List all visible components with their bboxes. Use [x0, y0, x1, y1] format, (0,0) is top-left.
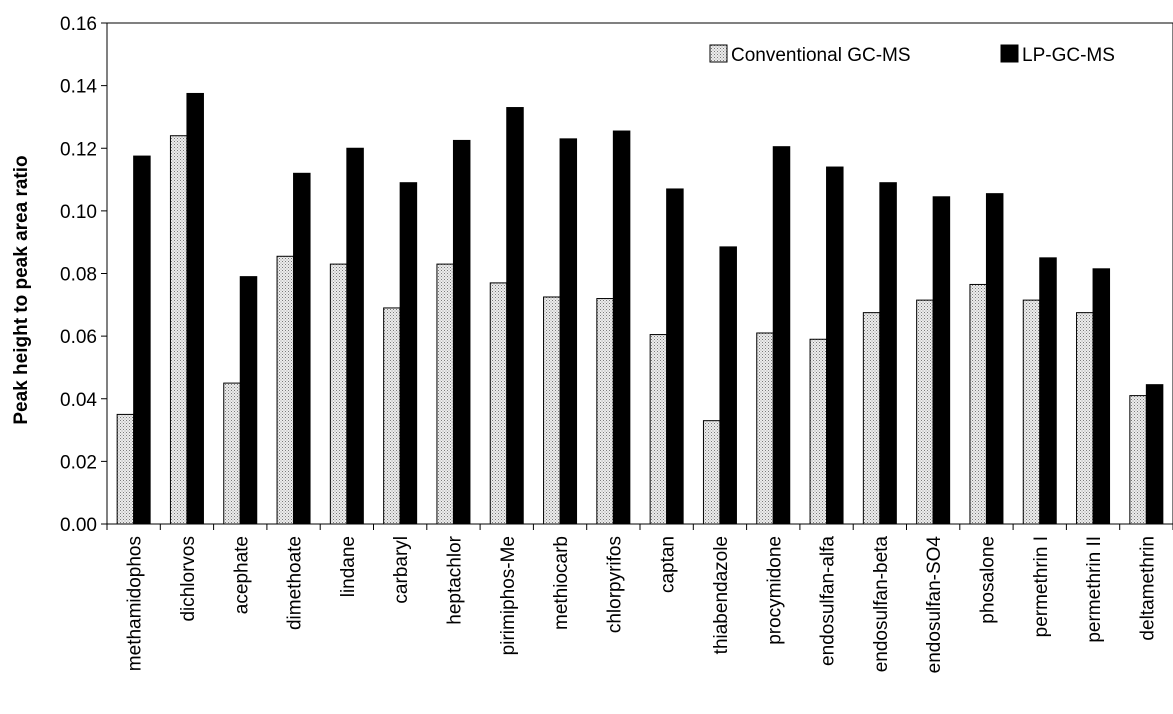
bar-lp [1145, 384, 1164, 525]
x-tick-label: permethrin II [1084, 536, 1105, 643]
bar-conventional [596, 298, 614, 525]
bar-conventional [862, 312, 881, 525]
bar-conventional [223, 382, 241, 525]
bar-conventional [1076, 312, 1094, 525]
legend-label-conventional: Conventional GC-MS [731, 45, 911, 66]
bar-conventional [1129, 395, 1147, 525]
x-tick-label: endosulfan-SO4 [924, 536, 945, 674]
bar-lp [666, 188, 684, 525]
y-tick-label: 0.10 [60, 202, 97, 223]
y-tick-label: 0.06 [60, 327, 97, 348]
plot-area-border [106, 22, 1173, 525]
bar-lp [346, 147, 364, 525]
bar-conventional [169, 135, 188, 525]
bar-lp [772, 146, 791, 525]
y-tick-label: 0.04 [60, 390, 97, 411]
bar-conventional [1022, 299, 1041, 525]
bar-lp [612, 130, 631, 525]
bar-conventional [702, 420, 721, 525]
x-tick-label: carbaryl [391, 536, 412, 604]
x-tick-label: heptachlor [444, 535, 465, 624]
x-tick-label: endosulfan-beta [871, 536, 892, 673]
y-axis-label: Peak height to peak area ratio [11, 155, 32, 424]
bar-lp [559, 138, 578, 525]
bar-conventional [276, 255, 295, 525]
x-tick-label: methamidophos [125, 536, 146, 671]
x-tick-label: thiabendazole [711, 536, 732, 654]
bar-conventional [329, 263, 348, 525]
y-tick-label: 0.02 [60, 452, 97, 473]
bar-conventional [436, 263, 454, 525]
x-tick-label: permethrin I [1031, 536, 1052, 637]
bars [116, 92, 1164, 525]
bar-lp [1039, 257, 1057, 525]
bar-lp [985, 193, 1004, 525]
y-tick-label: 0.14 [60, 77, 97, 98]
bar-lp [186, 92, 204, 525]
x-tick-label: dichlorvos [178, 536, 199, 622]
bar-conventional [116, 413, 135, 525]
legend-swatch-conventional [709, 44, 728, 63]
bar-conventional [489, 282, 508, 525]
y-tick-label: 0.08 [60, 265, 97, 286]
bar-conventional [809, 338, 828, 525]
x-tick-label: endosulfan-alfa [818, 536, 839, 666]
y-tick-label: 0.16 [60, 14, 97, 35]
x-tick-label: lindane [338, 536, 359, 597]
x-tick-label: chlorpyrifos [604, 536, 625, 633]
x-tick-label: deltamethrin [1137, 536, 1158, 641]
bar-lp [133, 155, 151, 525]
x-tick-label: methiocarb [551, 536, 572, 630]
x-tick-label: acephate [231, 536, 252, 614]
x-tick-label: pirimiphos-Me [498, 536, 519, 655]
bar-conventional [916, 299, 934, 525]
x-tick-label: phosalone [977, 536, 998, 624]
bar-conventional [756, 332, 774, 525]
bar-lp [826, 166, 844, 525]
bar-lp [506, 107, 524, 525]
bar-lp [1092, 268, 1111, 525]
bar-lp [452, 139, 471, 525]
bar-lp [293, 172, 311, 525]
y-tick-label: 0.00 [60, 515, 97, 536]
bar-lp [239, 276, 258, 525]
legend: Conventional GC-MS LP-GC-MS [709, 44, 1115, 66]
y-axis-ticks: 0.00 0.02 0.04 0.06 0.08 0.10 0.12 0.14 0.16 [60, 14, 107, 536]
bar-conventional [543, 296, 561, 525]
bar-conventional [969, 283, 987, 525]
legend-label-lp: LP-GC-MS [1022, 45, 1115, 66]
bar-lp [399, 182, 418, 525]
bar-conventional [383, 307, 401, 525]
y-tick-label: 0.12 [60, 139, 97, 160]
x-axis-labels: methamidophos dichlorvos acephate dimethoat… [106, 524, 1173, 674]
legend-swatch-lp [1000, 44, 1019, 63]
bar-lp [932, 196, 951, 525]
bar-lp [879, 182, 897, 525]
x-tick-label: procymidone [764, 536, 785, 645]
bar-conventional [649, 334, 668, 525]
x-tick-label: captan [658, 536, 679, 593]
x-tick-label: dimethoate [285, 536, 306, 630]
bar-lp [719, 246, 737, 525]
